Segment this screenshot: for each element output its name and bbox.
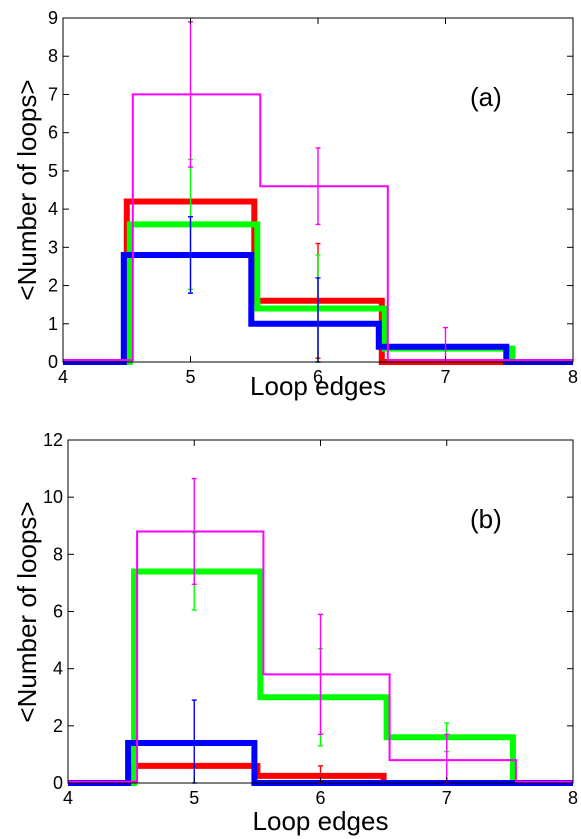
x-axis-label: Loop edges [253, 806, 389, 836]
y-tick-label: 0 [53, 773, 63, 793]
x-tick-label: 5 [185, 367, 195, 387]
y-tick-label: 4 [48, 199, 58, 219]
chart-panel-b: 4 5 6 7 8 0 2 4 6 8 10 12 Loop edges <Number of loops… [12, 430, 578, 836]
y-tick-label: 6 [53, 602, 63, 622]
x-tick-label: 8 [568, 788, 578, 808]
x-tick-label: 7 [442, 788, 452, 808]
y-tick-label: 8 [53, 544, 63, 564]
y-tick-label: 8 [48, 46, 58, 66]
series-step-line-4 [68, 530, 573, 783]
y-tick-label: 4 [53, 659, 63, 679]
y-tick-label: 12 [43, 430, 63, 450]
chart-panel-a: 4 5 6 7 8 0 1 2 3 4 5 6 7 8 9 Loop edges <Number of loop… [12, 8, 578, 401]
x-tick-label: 4 [63, 788, 73, 808]
series-step-line-3 [63, 252, 573, 365]
y-tick-label: 2 [48, 276, 58, 296]
x-tick-label: 4 [58, 367, 68, 387]
y-tick-label: 3 [48, 237, 58, 257]
y-tick-label: 6 [48, 123, 58, 143]
x-tick-label: 7 [440, 367, 450, 387]
y-axis-label: <Number of loops> [12, 79, 42, 300]
x-tick-label: 5 [189, 788, 199, 808]
y-tick-label: 5 [48, 161, 58, 181]
series-step-line-4 [63, 93, 573, 362]
x-tick-label: 6 [315, 788, 325, 808]
panel-label: (a) [470, 82, 502, 112]
panel-label: (b) [470, 504, 502, 534]
y-tick-label: 2 [53, 716, 63, 736]
y-tick-label: 10 [43, 487, 63, 507]
x-axis-label: Loop edges [250, 371, 386, 401]
x-tick-label: 6 [313, 367, 323, 387]
y-tick-label: 7 [48, 84, 58, 104]
y-tick-label: 1 [48, 314, 58, 334]
y-tick-label: 0 [48, 352, 58, 372]
y-tick-label: 9 [48, 8, 58, 28]
y-axis-label: <Number of loops> [12, 501, 42, 722]
series-step-line-2 [63, 221, 573, 365]
x-tick-label: 8 [568, 367, 578, 387]
